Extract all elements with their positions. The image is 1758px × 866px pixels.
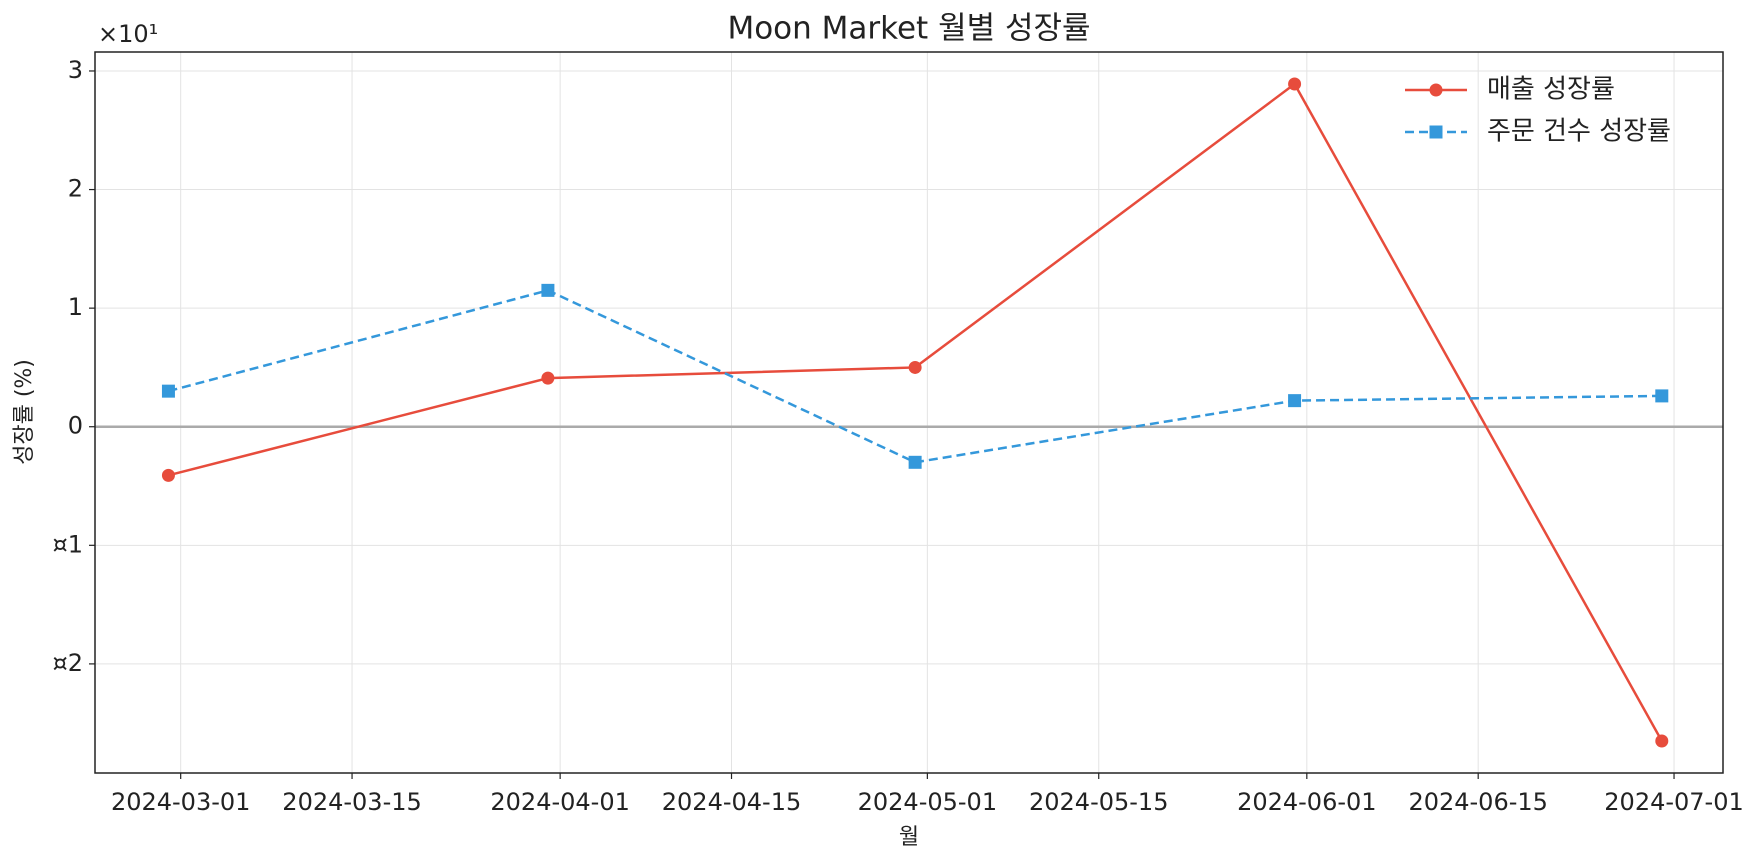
x-tick-label: 2024-04-15	[662, 788, 801, 816]
x-tick-label: 2024-06-01	[1237, 788, 1376, 816]
plot-frame	[94, 51, 1724, 774]
data-point	[908, 360, 922, 374]
y-offset-label: ×10¹	[98, 20, 158, 48]
series-line	[168, 289, 1662, 464]
y-tick-label: ¤2	[52, 649, 83, 677]
x-tick-label: 2024-05-01	[858, 788, 997, 816]
y-tick-label: 1	[68, 293, 83, 321]
data-point	[541, 371, 555, 385]
y-tick-label: 2	[68, 175, 83, 203]
data-point	[161, 468, 175, 482]
y-tick-label: 3	[68, 56, 83, 84]
data-point	[161, 384, 175, 398]
y-tick-label: 0	[68, 412, 83, 440]
data-point	[1288, 394, 1302, 408]
data-point	[541, 283, 555, 297]
y-axis-label: 성장률 (%)	[12, 359, 37, 465]
legend-marker	[1429, 125, 1443, 139]
data-point	[908, 455, 922, 469]
data-point	[1655, 734, 1669, 748]
data-point	[1288, 77, 1302, 91]
legend-label: 주문 건수 성장률	[1487, 117, 1671, 147]
x-axis-label: 월	[899, 825, 919, 850]
y-tick-label: ¤1	[52, 530, 83, 558]
x-tick-label: 2024-03-01	[111, 788, 250, 816]
x-tick-label: 2024-07-01	[1604, 788, 1743, 816]
x-tick-label: 2024-04-01	[490, 788, 629, 816]
x-tick-label: 2024-06-15	[1408, 788, 1547, 816]
x-tick-label: 2024-05-15	[1029, 788, 1168, 816]
chart-title: Moon Market 월별 성장률	[727, 11, 1090, 47]
legend-label: 매출 성장률	[1487, 75, 1615, 105]
legend-marker	[1429, 83, 1443, 97]
data-point	[1655, 389, 1669, 403]
x-tick-label: 2024-03-15	[282, 788, 421, 816]
series-line	[168, 82, 1663, 742]
